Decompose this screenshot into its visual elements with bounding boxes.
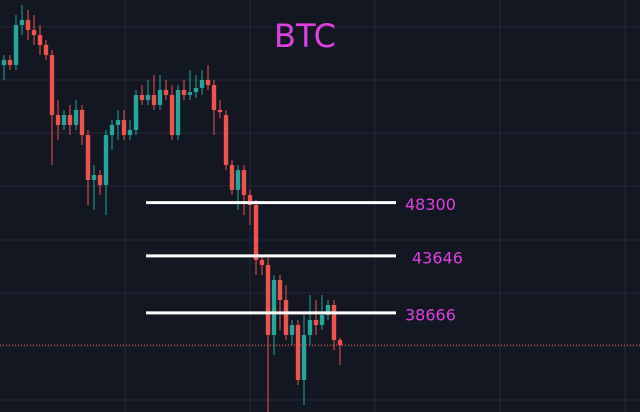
- candle-body: [55, 115, 61, 125]
- candle-body: [43, 44, 49, 56]
- candle-body: [277, 280, 283, 300]
- level-label: 48300: [405, 195, 456, 214]
- candle-body: [103, 135, 109, 186]
- candle-body: [331, 304, 337, 341]
- candle-body: [271, 280, 277, 335]
- candle-body: [229, 165, 235, 190]
- candle-body: [301, 334, 307, 380]
- candle-body: [127, 130, 133, 136]
- candle-body: [265, 265, 271, 335]
- candle-body: [169, 94, 175, 136]
- candle-body: [325, 304, 331, 315]
- candle-body: [85, 135, 91, 181]
- level-label: 38666: [405, 305, 456, 324]
- candle-body: [319, 314, 325, 326]
- candle-body: [151, 94, 157, 106]
- candle-body: [157, 89, 163, 106]
- candle-body: [337, 340, 343, 346]
- candle-body: [61, 115, 67, 125]
- candle-body: [247, 195, 253, 206]
- candle-body: [217, 109, 223, 113]
- candle-body: [121, 120, 127, 136]
- candle-body: [313, 319, 319, 326]
- candle-body: [175, 89, 181, 136]
- chart-title: BTC: [274, 17, 336, 55]
- candle-body: [67, 115, 73, 125]
- candle-body: [13, 25, 19, 66]
- candle-body: [187, 92, 193, 95]
- candle-body: [211, 85, 217, 110]
- candle-body: [163, 89, 169, 95]
- candle-body: [19, 20, 25, 26]
- candle-body: [79, 109, 85, 136]
- candle-body: [283, 299, 289, 335]
- candle-body: [49, 55, 55, 116]
- candle-body: [205, 79, 211, 86]
- candle-body: [193, 88, 199, 93]
- candle-body: [91, 174, 97, 181]
- candle-body: [259, 260, 265, 266]
- candle-body: [37, 35, 43, 45]
- candle-body: [223, 115, 229, 166]
- candle-body: [253, 205, 259, 261]
- candle-body: [31, 29, 37, 36]
- candle-body: [307, 319, 313, 335]
- candle-body: [115, 120, 121, 125]
- candle-body: [289, 325, 295, 335]
- candle-body: [133, 94, 139, 131]
- candle-body: [199, 79, 205, 89]
- candle-body: [145, 94, 151, 101]
- candle-body: [235, 170, 241, 190]
- candle-body: [241, 170, 247, 196]
- candle-body: [25, 20, 31, 30]
- candle-body: [1, 59, 7, 66]
- level-label: 43646: [412, 248, 463, 267]
- candle-body: [181, 89, 187, 95]
- candle-body: [295, 325, 301, 380]
- candle-body: [73, 109, 79, 125]
- candle-body: [109, 124, 115, 136]
- candle-body: [97, 174, 103, 186]
- candle-body: [139, 94, 145, 101]
- candle-body: [7, 59, 13, 66]
